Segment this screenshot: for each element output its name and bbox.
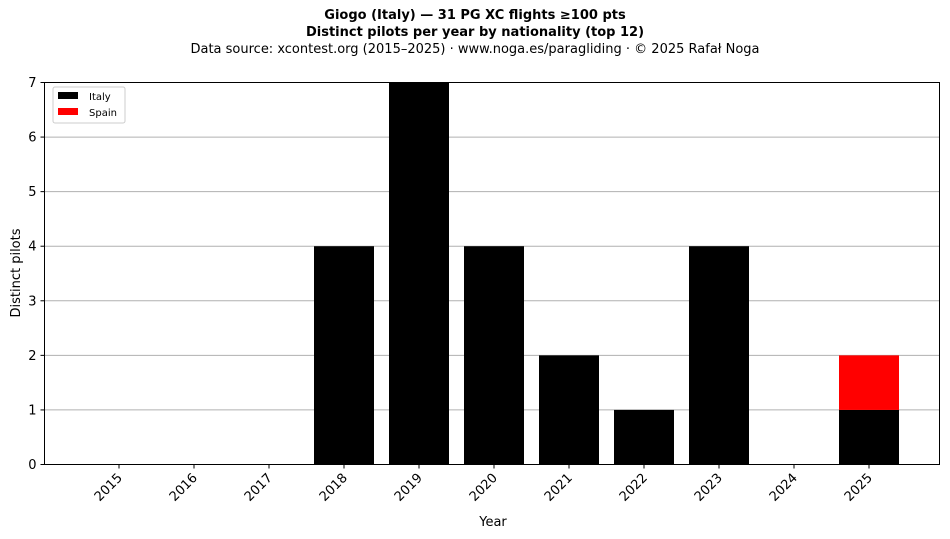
x-tick-label: 2015 [92,471,126,505]
bar-italy-2018 [314,246,374,465]
chart-source: Data source: xcontest.org (2015–2025) · … [190,42,760,57]
chart-subtitle: Distinct pilots per year by nationality … [305,25,645,40]
legend-swatch-spain [58,108,78,115]
bar-italy-2025 [839,409,899,465]
legend-swatch-italy [58,92,78,99]
y-tick-label: 2 [28,349,36,364]
legend: Italy Spain [52,86,126,124]
bar-italy-2019 [389,82,449,465]
x-axis: 2015 2016 2017 2018 2019 2020 2021 2022 2023 2024… [92,464,876,505]
y-tick-label: 0 [28,458,36,473]
y-tick-label: 4 [28,240,36,255]
legend-label-spain: Spain [89,108,117,119]
legend-label-italy: Italy [89,92,111,103]
x-axis-label: Year [478,515,507,530]
x-tick-label: 2023 [692,471,726,505]
x-tick-label: 2022 [617,471,651,505]
y-tick-label: 7 [28,76,36,91]
x-tick-label: 2019 [392,471,426,505]
y-tick-label: 6 [28,131,36,146]
x-tick-label: 2025 [842,471,876,505]
bar-italy-2023 [689,246,749,465]
chart-title: Giogo (Italy) — 31 PG XC flights ≥100 pt… [324,8,626,23]
x-tick-label: 2021 [542,471,576,505]
bar-italy-2022 [614,409,674,465]
y-axis: 0 1 2 3 4 5 6 7 [28,76,45,473]
y-axis-label: Distinct pilots [9,228,24,317]
plot-frame [44,82,940,465]
x-tick-label: 2020 [467,471,501,505]
y-tick-label: 5 [28,185,36,200]
x-tick-label: 2024 [767,471,801,505]
bar-italy-2021 [539,355,599,465]
y-tick-label: 1 [28,403,36,418]
y-tick-label: 3 [28,294,36,309]
x-tick-label: 2016 [167,471,201,505]
x-tick-label: 2017 [242,471,276,505]
chart-title-block: Giogo (Italy) — 31 PG XC flights ≥100 pt… [0,7,950,58]
bars [314,82,899,465]
bar-italy-2020 [464,246,524,465]
x-tick-label: 2018 [317,471,351,505]
bar-spain-2025 [839,355,899,410]
